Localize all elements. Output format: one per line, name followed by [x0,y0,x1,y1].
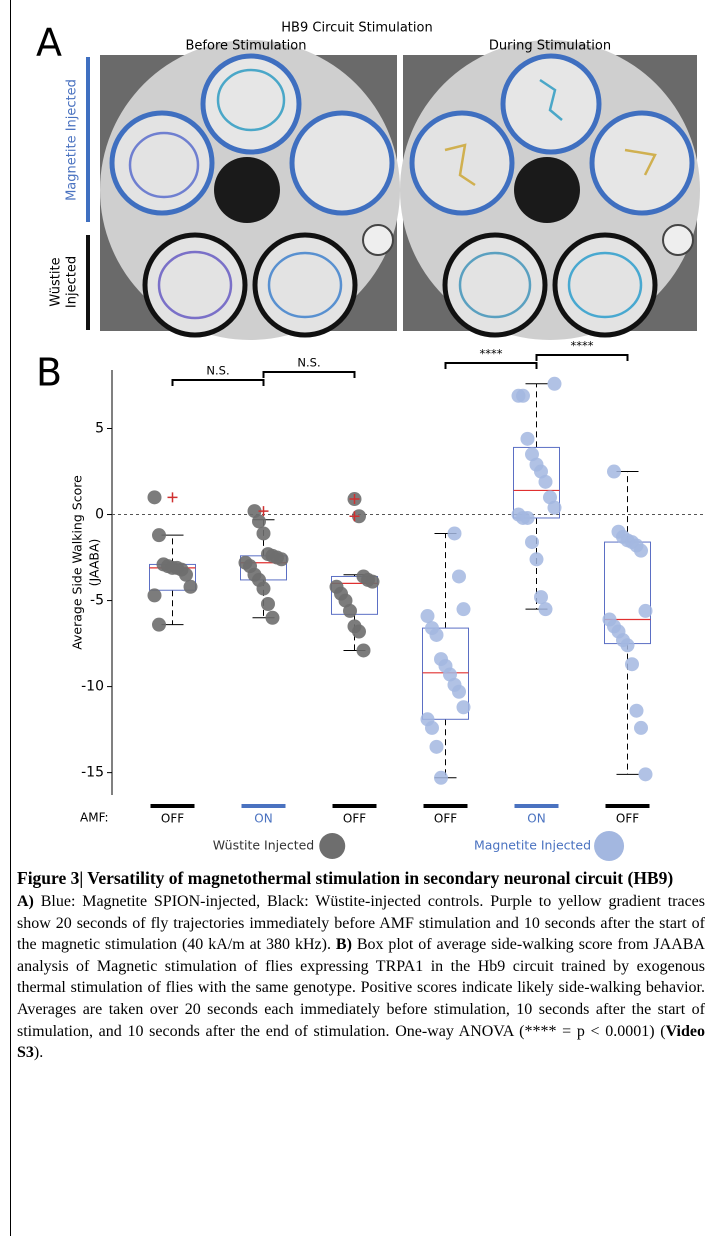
data-point [434,770,448,785]
column-label: During Stimulation [489,39,611,54]
data-point [534,590,548,605]
caption-text: Blue: Magnetite SPION-injected, Black: W… [17,893,705,954]
outlier [349,494,360,505]
significance-bracket [262,371,356,378]
data-point [256,526,271,541]
data-point [538,474,553,489]
caption-body: A) Blue: Magnetite SPION-injected, Black… [17,891,705,1064]
data-point [179,567,193,582]
data-point [152,617,166,632]
x-tick-label: OFF [161,812,184,826]
data-point [183,579,198,594]
data-point [516,388,530,403]
outlier [258,506,269,517]
caption-text: Box plot of average side-walking score f… [17,936,705,1040]
data-point [447,526,462,541]
data-point [638,603,653,618]
data-point [420,609,435,624]
data-point [356,643,371,658]
y-tick-label: 5 [95,421,104,437]
data-point [452,684,466,699]
x-tick-label: OFF [616,812,639,826]
significance-bracket [444,362,538,369]
data-point [452,569,466,584]
data-point [274,552,289,567]
data-point [620,638,635,653]
y-axis-label: Average Side Walking Score [70,475,85,650]
row-label: Injected [65,256,80,308]
panel-title: HB9 Circuit Stimulation [281,21,432,36]
x-tick-label: OFF [434,812,457,826]
caption: Figure 3| Versatility of magnetothermal … [17,868,705,1064]
photo-during [400,40,700,340]
significance-label: N.S. [297,356,320,370]
caption-text: A) [17,893,34,910]
data-point [634,720,648,735]
data-point [352,624,366,639]
data-point [252,514,266,529]
x-tick-label: OFF [343,812,366,826]
data-point [265,610,280,625]
row-label: Magnetite Injected [65,79,80,201]
data-point [634,543,648,558]
figure: A HB9 Circuit Stimulation Before Stimula… [36,21,705,861]
panel-letter: A [36,21,62,65]
x-tick-label: ON [527,812,545,826]
box [513,446,560,519]
data-point [520,431,535,446]
caption-text: B) [335,936,352,954]
photo-before [100,40,400,340]
data-point [261,597,275,612]
data-point [147,490,162,505]
caption-text: ). [33,1044,44,1062]
significance-bracket [535,354,629,361]
legend-swatch [319,833,346,859]
data-point [456,602,471,617]
data-point [456,700,471,715]
caption-text: Video S3 [17,1022,705,1062]
frame-line [10,0,11,1236]
data-point [425,720,439,735]
data-point [547,500,562,515]
y-axis-label: (JAABA) [87,539,102,587]
y-tick-label: -10 [81,679,104,695]
column-label: Before Stimulation [186,39,307,54]
data-point [256,581,271,596]
caption-title: Figure 3| Versatility of magnetothermal … [17,868,674,888]
significance-label: **** [571,339,594,353]
box [422,627,469,720]
y-tick-label: -15 [81,765,104,781]
data-point [638,767,653,782]
data-point [520,510,535,525]
row-label: Wüstite [49,257,64,306]
data-point [607,464,621,479]
data-point [547,376,562,391]
significance-label: **** [480,347,503,361]
y-tick-label: 0 [95,507,104,523]
significance-bracket [171,379,265,386]
outlier [349,511,360,522]
data-point [343,603,357,618]
x-tick-label: ON [254,812,272,826]
data-point [629,703,644,718]
y-tick-label: -5 [90,593,104,609]
data-point [625,657,639,672]
data-point [365,574,380,589]
data-point [147,588,162,603]
data-point [538,602,553,617]
legend-label: Magnetite Injected [474,838,591,853]
data-point [429,739,444,754]
x-axis-label: AMF: [80,811,109,825]
data-point [529,552,544,567]
data-point [429,627,444,642]
significance-label: N.S. [206,364,229,378]
data-point [525,535,539,550]
panel-letter: B [36,351,62,395]
outlier [167,492,178,503]
legend-label: Wüstite Injected [213,838,314,853]
legend-swatch [594,831,625,861]
data-point [152,528,166,543]
